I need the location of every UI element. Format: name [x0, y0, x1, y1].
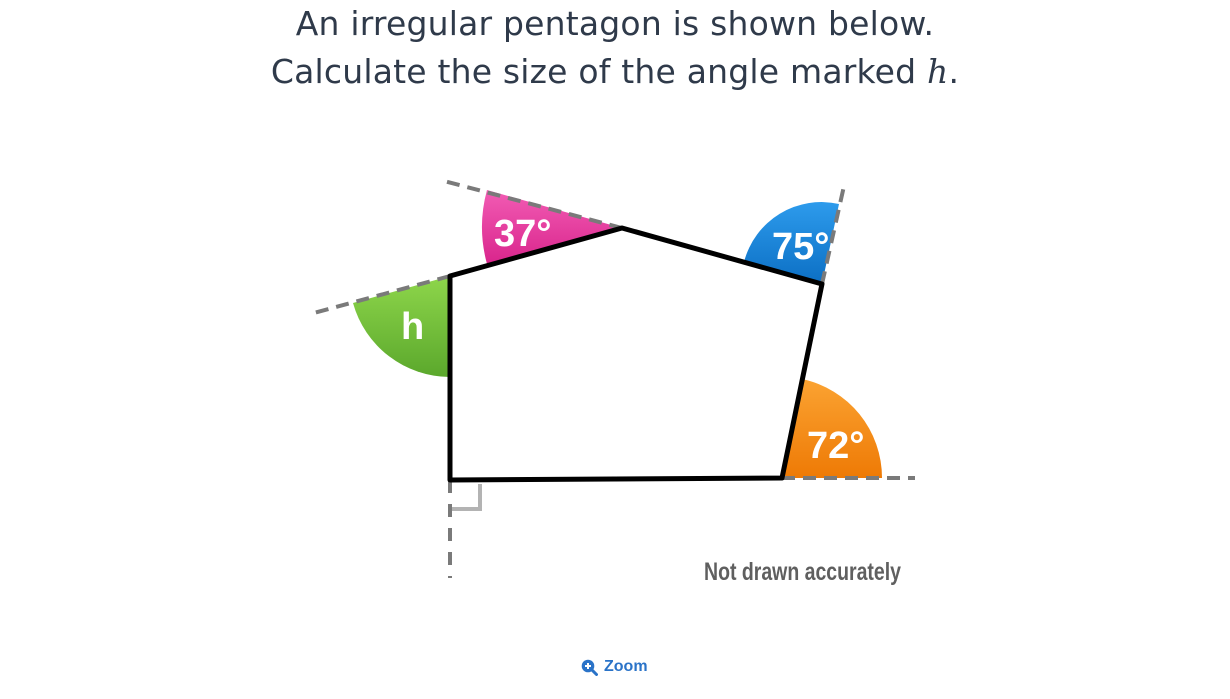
- angle-sector-75: [744, 202, 839, 284]
- angle-label-72: 72°: [807, 425, 864, 467]
- angle-sector-72: [782, 379, 883, 478]
- extension-line-top-left: [443, 179, 623, 230]
- question-line-2-text: Calculate the size of the angle marked: [270, 52, 927, 91]
- angle-label-h: h: [401, 306, 424, 348]
- zoom-in-icon: [581, 659, 598, 676]
- question-line-2-end: .: [948, 52, 960, 91]
- question-line-1: An irregular pentagon is shown below.: [295, 4, 935, 43]
- angle-sector-h: [353, 276, 450, 377]
- extension-line-left: [313, 274, 451, 315]
- pentagon-shape: [447, 225, 825, 483]
- angle-label-75: 75°: [772, 226, 829, 268]
- extension-line-top-right: [820, 185, 846, 285]
- zoom-button[interactable]: Zoom: [581, 658, 648, 676]
- zoom-label: Zoom: [604, 658, 648, 675]
- question-line-2: Calculate the size of the angle marked h…: [0, 48, 1230, 96]
- angle-label-37: 37°: [494, 213, 551, 255]
- question-text: An irregular pentagon is shown below. Ca…: [0, 0, 1230, 96]
- question-variable-h: h: [926, 52, 949, 91]
- angle-sector-37: [482, 190, 622, 264]
- not-drawn-accurately-note: Not drawn accurately: [704, 558, 901, 586]
- right-angle-marker: [450, 484, 482, 511]
